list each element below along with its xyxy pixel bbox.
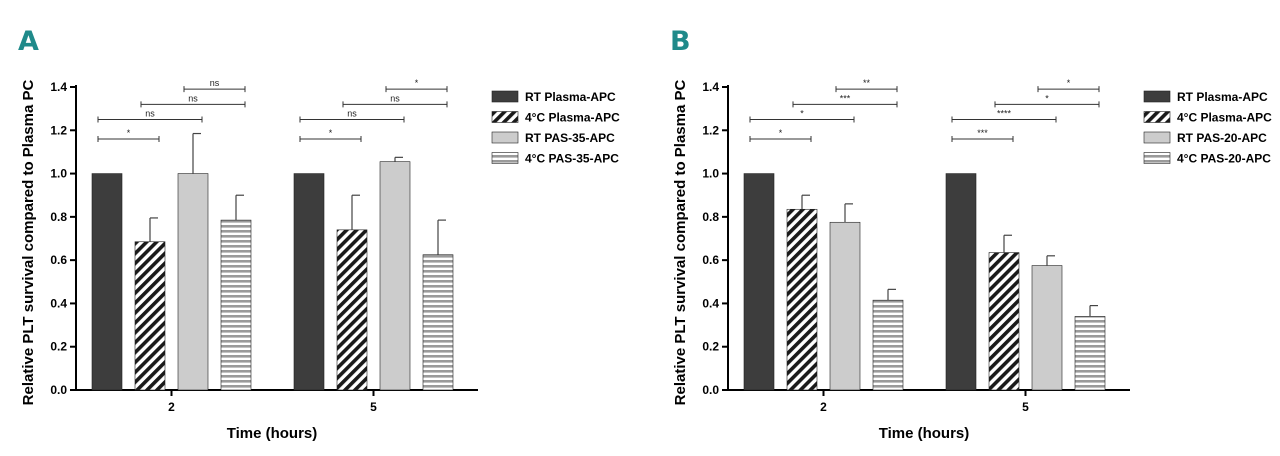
- legend-label: RT PAS-20-APC: [1177, 131, 1267, 145]
- panel-a-chart: A Relative PLT survival compared to Plasm…: [18, 26, 620, 442]
- y-tick-label: 0.8: [702, 210, 719, 224]
- bar: [422, 254, 454, 391]
- y-tick-label: 0.4: [702, 296, 719, 310]
- y-tick-label: 0.4: [50, 296, 67, 310]
- legend-swatch: [1143, 152, 1171, 164]
- y-tick-label: 0.0: [702, 383, 719, 397]
- y-tick-label: 1.4: [50, 80, 67, 94]
- legend-label: RT PAS-35-APC: [525, 131, 615, 145]
- significance-label: ****: [997, 108, 1012, 118]
- y-tick-label: 1.2: [50, 123, 67, 137]
- significance-label: ns: [347, 108, 357, 118]
- legend-label: 4°C PAS-20-APC: [1177, 152, 1271, 166]
- significance-label: ***: [977, 128, 988, 138]
- legend-swatch: [1143, 131, 1171, 144]
- x-axis-label: Time (hours): [227, 425, 318, 442]
- legend-label: 4°C Plasma-APC: [525, 111, 620, 125]
- y-axis-label: Relative PLT survival compared to Plasma…: [20, 79, 37, 405]
- y-tick-label: 0.8: [50, 210, 67, 224]
- significance-label: *: [127, 128, 131, 138]
- bar: [829, 221, 861, 391]
- significance-label: ns: [210, 78, 220, 88]
- y-tick-label: 0.6: [702, 253, 719, 267]
- bar: [177, 173, 209, 391]
- y-axis-label: Relative PLT survival compared to Plasma…: [672, 79, 689, 405]
- bar: [872, 299, 904, 391]
- y-tick-label: 0.2: [702, 340, 719, 354]
- significance-label: ns: [145, 108, 155, 118]
- legend-swatch: [1143, 111, 1171, 123]
- x-tick-label: 5: [1022, 400, 1029, 414]
- x-axis-label: Time (hours): [879, 425, 970, 442]
- bar: [134, 241, 166, 391]
- x-tick-label: 5: [370, 400, 377, 414]
- bar: [988, 252, 1020, 391]
- panel-b-chart: B Relative PLT survival compared to Plasm…: [670, 26, 1272, 442]
- legend-swatch: [491, 131, 519, 144]
- significance-label: ***: [840, 93, 851, 103]
- panel-letter: B: [670, 26, 691, 57]
- y-tick-label: 1.0: [702, 167, 719, 181]
- legend-label: 4°C Plasma-APC: [1177, 111, 1272, 125]
- legend-swatch: [491, 111, 519, 123]
- significance-label: *: [415, 78, 419, 88]
- x-tick-label: 2: [168, 400, 175, 414]
- y-tick-label: 0.2: [50, 340, 67, 354]
- bar: [945, 173, 977, 391]
- bar: [786, 208, 818, 391]
- y-tick-label: 0.0: [50, 383, 67, 397]
- significance-label: **: [863, 78, 871, 88]
- y-tick-label: 0.6: [50, 253, 67, 267]
- significance-label: *: [1067, 78, 1071, 88]
- significance-label: *: [779, 128, 783, 138]
- significance-label: ns: [390, 93, 400, 103]
- bar: [1031, 265, 1063, 391]
- y-tick-label: 1.2: [702, 123, 719, 137]
- significance-label: ns: [188, 93, 198, 103]
- legend-label: 4°C PAS-35-APC: [525, 152, 619, 166]
- legend-swatch: [491, 152, 519, 164]
- bar: [293, 173, 325, 391]
- significance-label: *: [329, 128, 333, 138]
- y-tick-label: 1.4: [702, 80, 719, 94]
- legend-label: RT Plasma-APC: [1177, 90, 1268, 104]
- bar: [336, 229, 368, 391]
- x-tick-label: 2: [820, 400, 827, 414]
- bar: [743, 173, 775, 391]
- bar: [91, 173, 123, 391]
- significance-label: *: [1045, 93, 1049, 103]
- bar: [220, 219, 252, 391]
- legend-swatch: [491, 90, 519, 103]
- bar: [379, 161, 411, 391]
- legend-swatch: [1143, 90, 1171, 103]
- y-tick-label: 1.0: [50, 167, 67, 181]
- bar: [1074, 316, 1106, 391]
- panel-letter: A: [18, 26, 39, 57]
- legend-label: RT Plasma-APC: [525, 90, 616, 104]
- significance-label: *: [800, 108, 804, 118]
